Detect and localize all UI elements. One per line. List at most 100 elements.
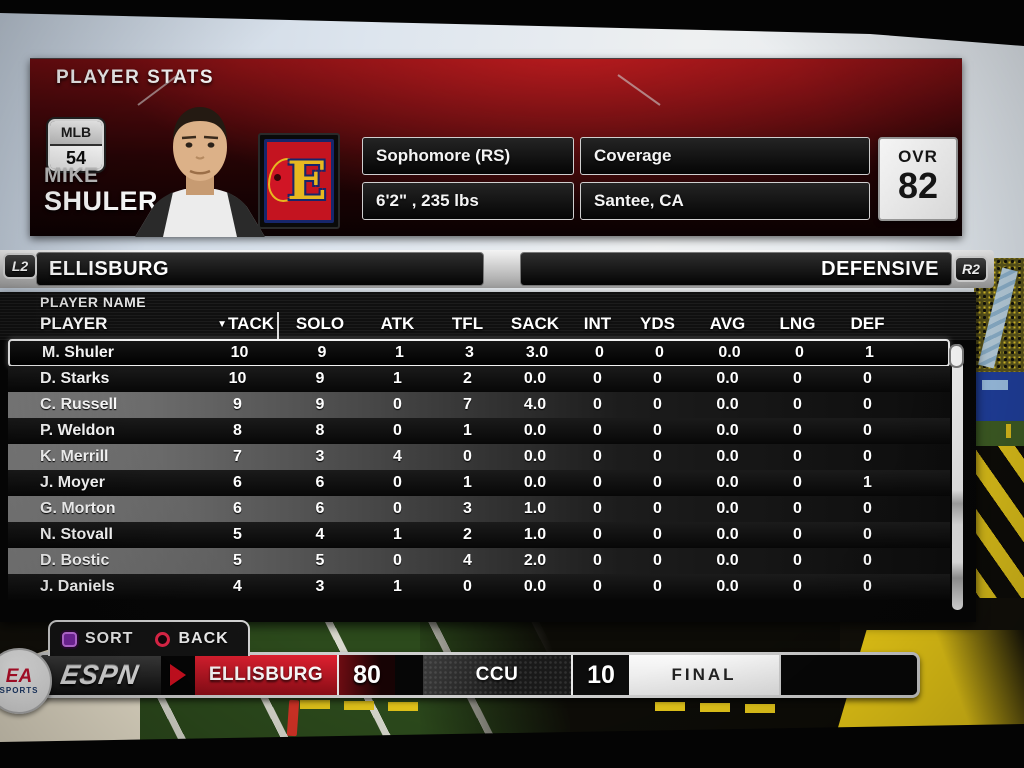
- column-header-player[interactable]: PLAYER: [40, 313, 108, 333]
- column-header-def[interactable]: DEF: [850, 313, 885, 333]
- yds-cell: 0: [653, 500, 662, 517]
- team-selector[interactable]: ELLISBURG: [36, 252, 484, 286]
- lng-cell: 0: [793, 526, 802, 543]
- r2-trigger-button[interactable]: R2: [954, 256, 988, 282]
- player-info-grid: Sophomore (RS) Coverage 6'2" , 235 lbs S…: [362, 137, 870, 220]
- table-row[interactable]: P. Weldon 8 8 0 1 0.0 0 0 0.0 0 0: [8, 418, 950, 444]
- player-name-cell: G. Morton: [40, 500, 116, 517]
- table-row[interactable]: K. Merrill 7 3 4 0 0.0 0 0 0.0 0 0: [8, 444, 950, 470]
- back-label: BACK: [178, 630, 229, 647]
- table-row[interactable]: D. Bostic 5 5 0 4 2.0 0 0 0.0 0 0: [8, 548, 950, 574]
- overall-rating-badge: OVR 82: [878, 137, 958, 221]
- sack-cell: 0.0: [523, 578, 547, 595]
- yds-cell: 0: [653, 578, 662, 595]
- column-header-lng[interactable]: LNG: [779, 313, 816, 333]
- int-cell: 0: [593, 578, 602, 595]
- column-header-tfl[interactable]: TFL: [451, 313, 484, 333]
- player-name-cell: D. Starks: [40, 370, 110, 387]
- field-strip: [976, 421, 1024, 447]
- team-logo-inner: E: [264, 139, 334, 223]
- scrollbar-track[interactable]: [952, 344, 963, 610]
- atk-cell: 0: [393, 474, 402, 491]
- def-cell: 0: [863, 500, 872, 517]
- column-header-yds[interactable]: YDS: [640, 313, 675, 333]
- table-row[interactable]: J. Moyer 6 6 0 1 0.0 0 0 0.0 0 1: [8, 470, 950, 496]
- lng-cell: 0: [793, 552, 802, 569]
- player-name: MIKE SHULER: [44, 164, 158, 215]
- def-cell: 0: [863, 526, 872, 543]
- table-row[interactable]: J. Daniels 4 3 1 0 0.0 0 0 0.0 0 0: [8, 574, 950, 600]
- atk-cell: 1: [395, 344, 404, 361]
- home-team-name: ELLISBURG: [208, 664, 324, 685]
- column-header-int[interactable]: INT: [583, 313, 612, 333]
- sack-cell: 3.0: [525, 344, 549, 361]
- int-cell: 0: [593, 370, 602, 387]
- table-row[interactable]: D. Starks 10 9 1 2 0.0 0 0 0.0 0 0: [8, 366, 950, 392]
- game-status-segment: FINAL: [629, 655, 779, 695]
- int-cell: 0: [593, 448, 602, 465]
- tfl-cell: 3: [463, 500, 472, 517]
- tfl-cell: 2: [463, 526, 472, 543]
- table-header-texture: [0, 292, 976, 340]
- ea-sports-logo: EA SPORTS: [0, 648, 52, 714]
- avg-cell: 0.0: [716, 474, 739, 491]
- table-row[interactable]: C. Russell 9 9 0 7 4.0 0 0 0.0 0 0: [8, 392, 950, 418]
- column-header-solo[interactable]: SOLO: [295, 313, 345, 333]
- away-team-name: CCU: [475, 664, 519, 685]
- lng-cell: 0: [793, 396, 802, 413]
- yds-cell: 0: [653, 526, 662, 543]
- int-cell: 0: [593, 422, 602, 439]
- back-button[interactable]: BACK: [155, 630, 228, 648]
- l2-trigger-button[interactable]: L2: [3, 253, 37, 279]
- column-header-sack[interactable]: SACK: [510, 313, 560, 333]
- scrollbar-thumb[interactable]: [949, 344, 964, 368]
- table-row[interactable]: G. Morton 6 6 0 3 1.0 0 0 0.0 0 0: [8, 496, 950, 522]
- espn-logo: ESPN: [39, 655, 161, 695]
- tack-cell: 10: [230, 344, 249, 361]
- endzone-pylon-small: [1006, 424, 1011, 438]
- tv-bezel-bottom: [0, 718, 1024, 768]
- yds-cell: 0: [653, 552, 662, 569]
- def-cell: 0: [863, 422, 872, 439]
- tfl-cell: 4: [463, 552, 472, 569]
- team-logo: E: [258, 133, 340, 229]
- game-status: FINAL: [671, 665, 737, 684]
- lng-cell: 0: [793, 500, 802, 517]
- player-name-cell: J. Moyer: [40, 474, 105, 491]
- solo-cell: 3: [315, 578, 325, 595]
- avg-cell: 0.0: [716, 396, 739, 413]
- espn-logo-text: ESPN: [58, 659, 142, 690]
- table-section-label: PLAYER NAME: [40, 294, 147, 310]
- solo-cell: 8: [315, 422, 325, 439]
- avg-cell: 0.0: [718, 344, 741, 361]
- avg-cell: 0.0: [716, 370, 739, 387]
- yds-cell: 0: [653, 448, 662, 465]
- ea-sports-text: SPORTS: [0, 686, 39, 695]
- yds-cell: 0: [653, 474, 662, 491]
- tfl-cell: 1: [463, 422, 472, 439]
- table-row[interactable]: N. Stovall 5 4 1 2 1.0 0 0 0.0 0 0: [8, 522, 950, 548]
- column-header-avg[interactable]: AVG: [709, 313, 746, 333]
- circle-button-icon: [155, 631, 171, 647]
- tv-bezel-top: [0, 0, 1024, 46]
- jersey-number: 54: [50, 144, 102, 169]
- player-name-cell: C. Russell: [40, 396, 118, 413]
- player-hometown: Santee, CA: [580, 182, 870, 220]
- sort-button[interactable]: SORT: [62, 630, 133, 648]
- solo-cell: 6: [315, 474, 325, 491]
- def-cell: 0: [863, 448, 872, 465]
- tack-cell: 5: [233, 526, 242, 543]
- atk-cell: 0: [393, 422, 402, 439]
- tack-cell: 6: [233, 474, 242, 491]
- category-selector[interactable]: DEFENSIVE: [520, 252, 952, 286]
- column-header-atk[interactable]: ATK: [380, 313, 415, 333]
- player-name-cell: D. Bostic: [40, 552, 110, 569]
- atk-cell: 4: [393, 448, 402, 465]
- table-row[interactable]: M. Shuler 10 9 1 3 3.0 0 0 0.0 0 1: [8, 339, 950, 367]
- column-header-tack[interactable]: ▼TACK: [217, 313, 274, 333]
- int-cell: 0: [593, 526, 602, 543]
- table-header-row: PLAYER ▼TACK SOLO ATK TFL SACK INT YDS A…: [8, 310, 950, 337]
- sack-cell: 0.0: [523, 448, 547, 465]
- def-cell: 1: [863, 474, 872, 491]
